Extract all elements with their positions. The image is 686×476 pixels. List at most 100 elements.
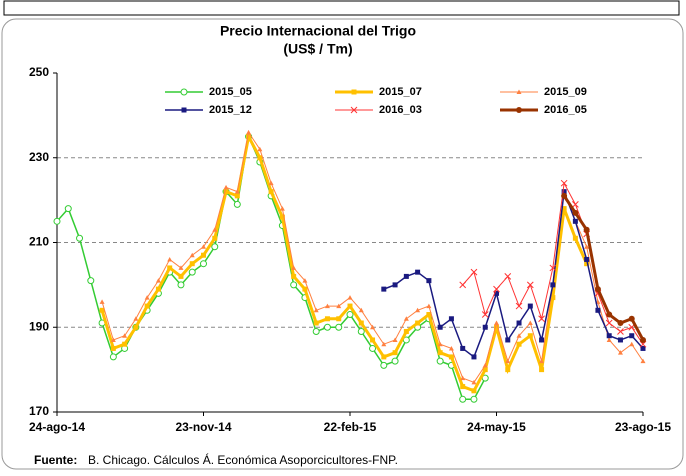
y-tick-label: 230 (29, 150, 49, 164)
data-point (347, 303, 353, 309)
data-point (617, 337, 623, 343)
data-point (369, 344, 377, 352)
data-point (76, 234, 84, 242)
data-point (505, 367, 511, 373)
data-point (526, 281, 534, 289)
data-point (437, 324, 443, 330)
legend-label: 2015_09 (544, 86, 587, 98)
data-point (561, 206, 567, 212)
data-point (515, 302, 523, 310)
data-point (403, 273, 409, 279)
data-point (560, 179, 568, 187)
data-point (291, 265, 297, 270)
data-point (223, 189, 229, 195)
legend-label: 2015_12 (209, 104, 252, 116)
top-box (3, 0, 680, 16)
legend-label: 2016_05 (544, 104, 587, 116)
data-point (233, 200, 241, 208)
data-point (380, 361, 388, 369)
data-point (336, 303, 342, 309)
data-point (189, 261, 195, 267)
data-point (505, 337, 511, 343)
data-point (257, 155, 263, 161)
data-point (482, 367, 488, 373)
data-point (415, 320, 421, 326)
data-point (505, 358, 511, 364)
data-point (628, 315, 635, 322)
legend-label: 2016_03 (379, 104, 422, 116)
data-point (415, 269, 421, 275)
data-point (448, 316, 454, 322)
legend-label: 2015_07 (379, 86, 422, 98)
data-point (110, 345, 116, 351)
data-point (583, 226, 590, 233)
data-point (257, 146, 263, 152)
data-point (640, 345, 646, 351)
data-point (212, 227, 218, 232)
data-point (538, 315, 545, 323)
data-point (494, 324, 499, 330)
data-point (426, 312, 432, 318)
data-point (572, 218, 578, 224)
data-point (64, 205, 72, 213)
x-tick-label: 24-ago-14 (29, 420, 85, 434)
data-point (122, 341, 128, 347)
data-point (561, 192, 568, 199)
data-point (471, 388, 477, 394)
data-point (302, 286, 308, 292)
data-point (279, 214, 285, 220)
data-point (324, 316, 330, 322)
data-point (639, 340, 647, 348)
data-point (437, 350, 443, 356)
data-point (561, 189, 567, 195)
data-point (189, 252, 195, 258)
data-point (539, 367, 545, 373)
data-point (133, 316, 139, 321)
data-point (358, 307, 364, 313)
data-point (482, 362, 488, 368)
data-point (403, 328, 409, 334)
data-point (617, 320, 624, 327)
data-point (167, 256, 173, 262)
data-point (392, 350, 398, 356)
data-point (584, 256, 590, 262)
data-point (223, 184, 229, 190)
data-point (640, 336, 646, 343)
data-point (246, 134, 252, 140)
data-point (381, 286, 387, 292)
data-point (201, 244, 206, 249)
data-point (629, 333, 635, 339)
data-point (606, 337, 612, 342)
data-point (110, 337, 116, 342)
data-point (211, 243, 219, 251)
legend-marker (516, 89, 522, 94)
data-point (605, 319, 613, 327)
data-point (595, 307, 601, 313)
data-point (584, 244, 590, 249)
data-point (335, 323, 343, 331)
data-point (144, 303, 150, 309)
data-point (482, 324, 488, 330)
data-point (381, 341, 387, 347)
data-point (426, 278, 432, 284)
data-point (606, 311, 613, 318)
data-point (336, 316, 342, 322)
data-point (448, 345, 454, 351)
y-tick-label: 250 (29, 65, 49, 79)
data-point (200, 260, 207, 268)
data-point (122, 333, 128, 338)
data-point (268, 189, 274, 195)
data-point (313, 307, 319, 313)
data-point (493, 285, 500, 293)
data-point (178, 265, 184, 270)
data-point (290, 281, 298, 289)
data-point (471, 354, 477, 360)
data-point (346, 311, 354, 319)
legend-marker (351, 89, 357, 95)
data-point (324, 303, 330, 309)
data-point (212, 235, 218, 241)
data-point (617, 328, 624, 335)
data-point (459, 281, 467, 289)
data-point (234, 189, 240, 194)
data-point (109, 353, 117, 361)
